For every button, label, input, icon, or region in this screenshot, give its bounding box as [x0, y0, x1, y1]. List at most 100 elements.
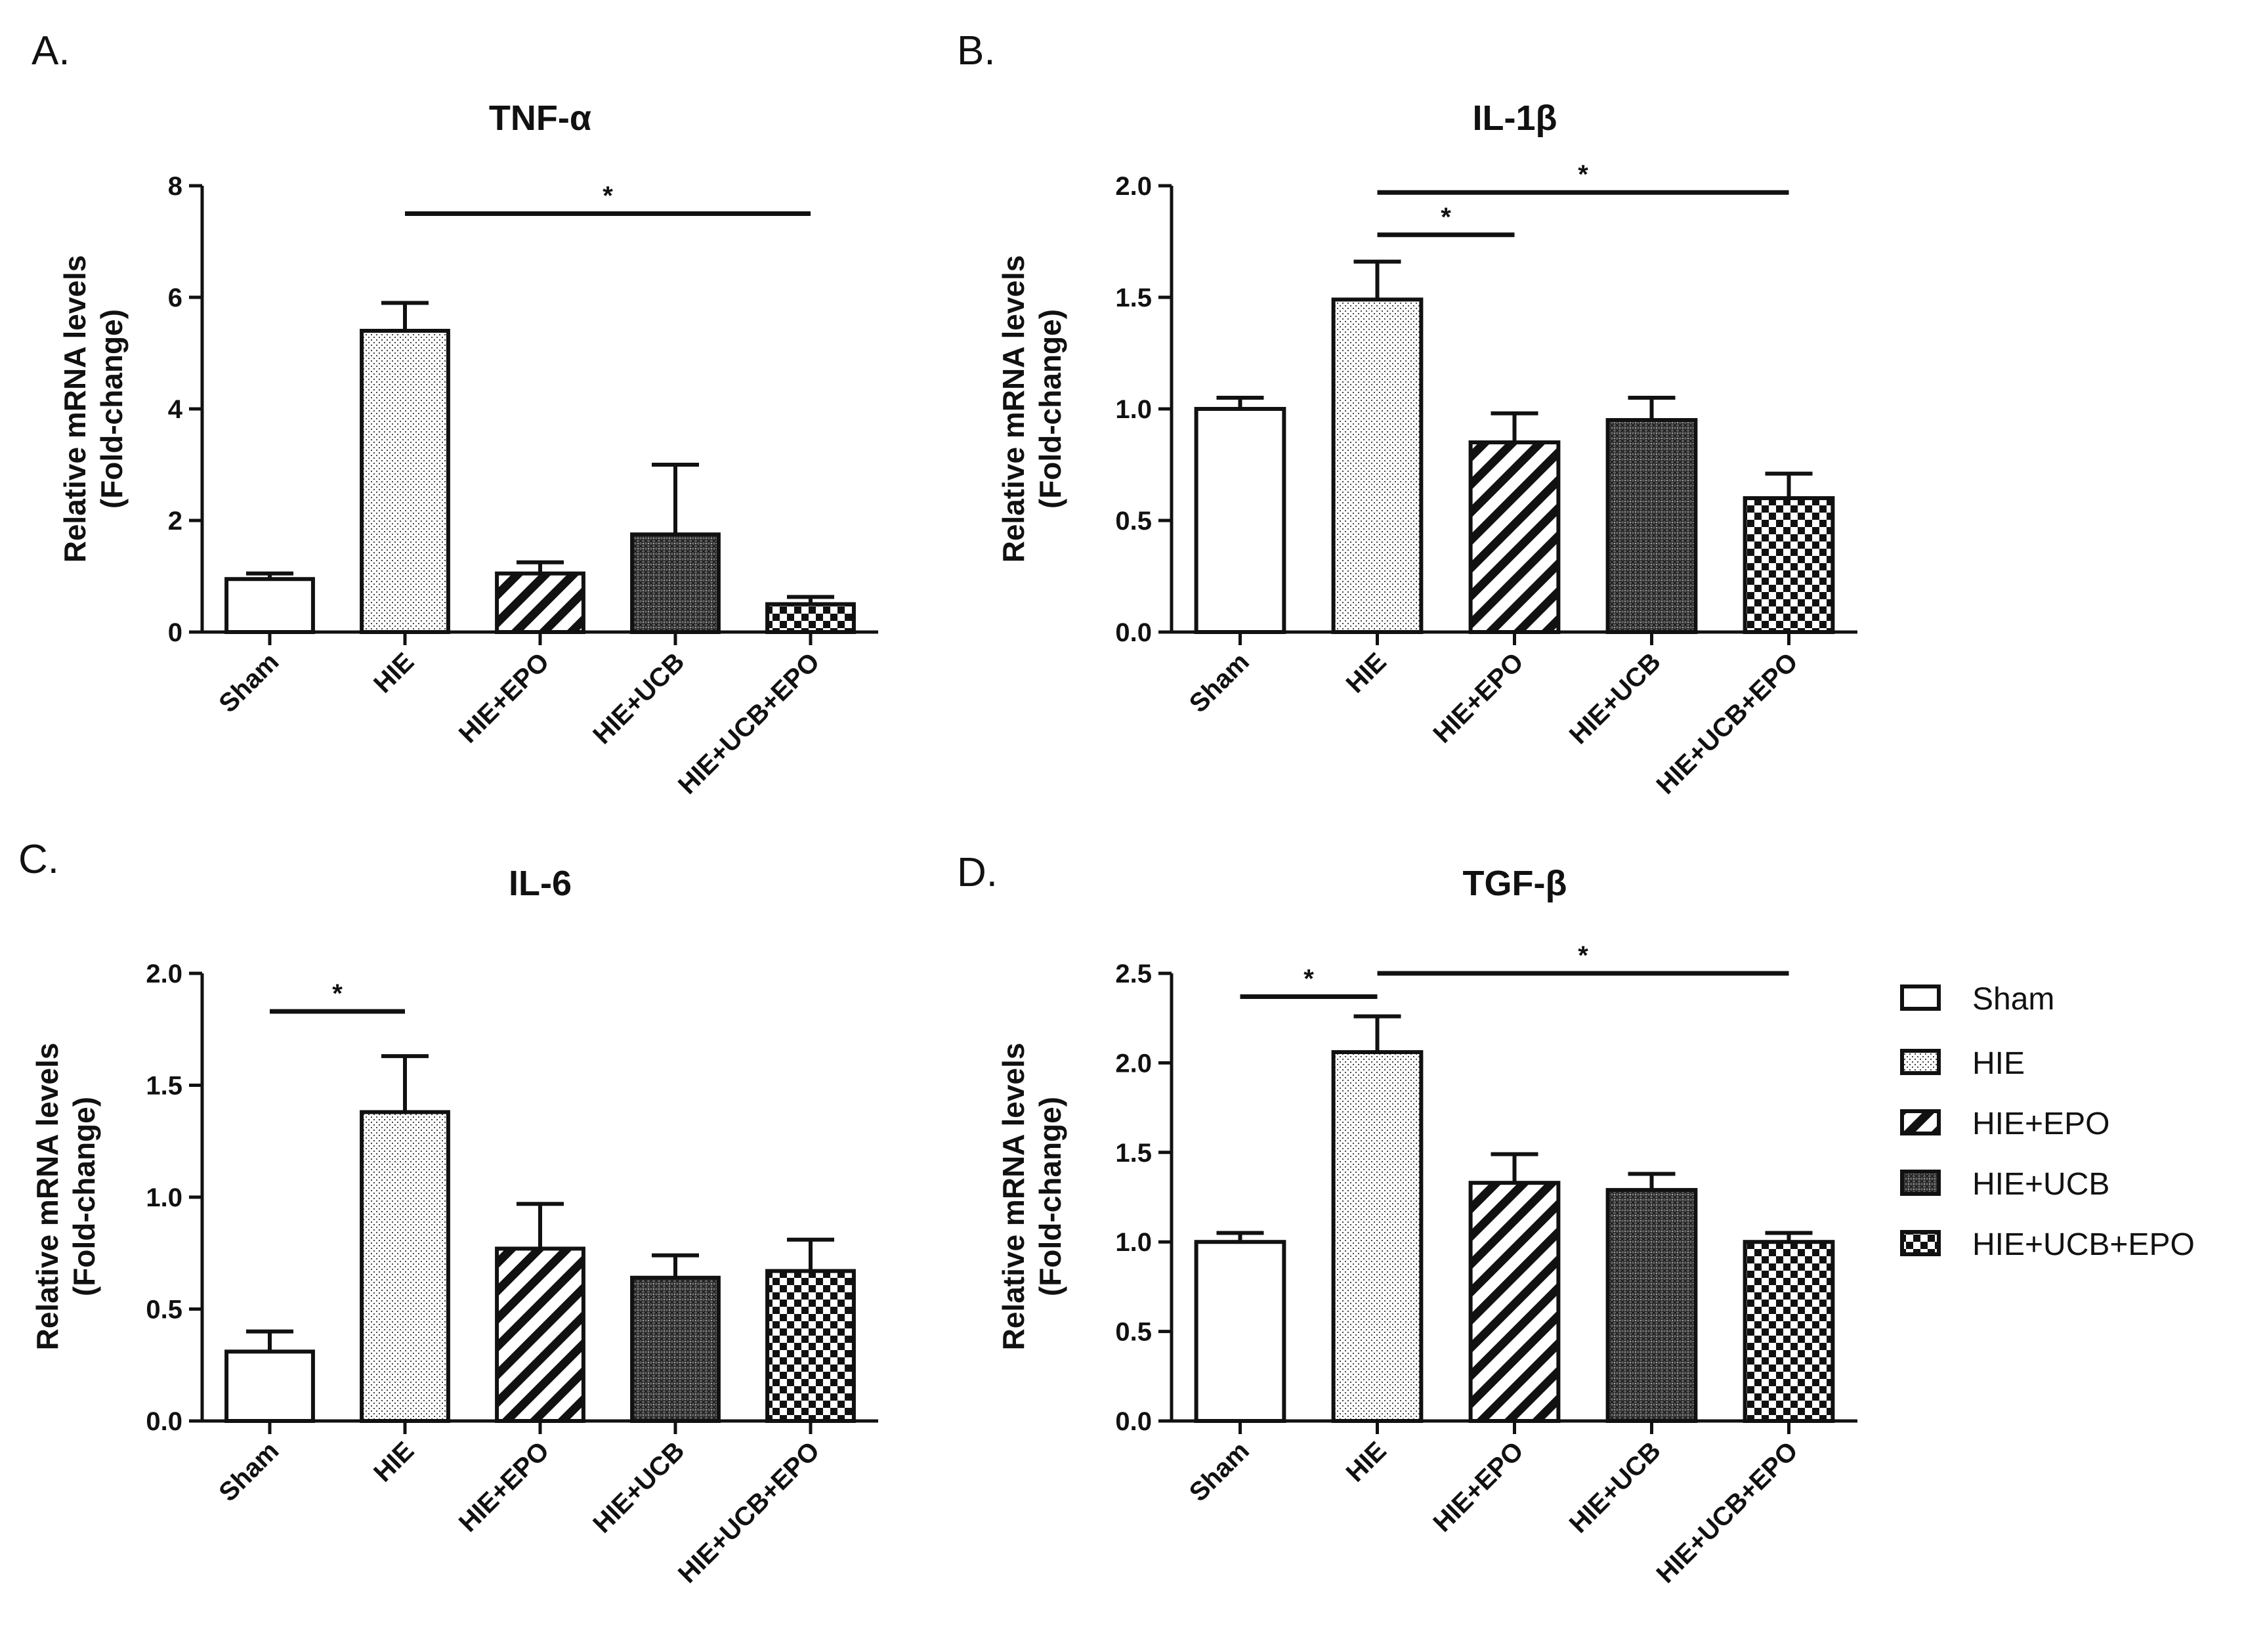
- bar-hie-ucb-epo: [1743, 496, 1835, 634]
- panel-letter-b: B.: [957, 28, 996, 74]
- legend-swatch-hie-ucb-epo: [1900, 1230, 1941, 1256]
- y-axis-label: Relative mRNA levels: [996, 255, 1030, 563]
- y-tick-label: 2.0: [1115, 172, 1152, 201]
- bar-hie: [360, 1110, 450, 1424]
- bar-hie-ucb-epo: [765, 1269, 856, 1424]
- bar-hie-epo: [495, 571, 585, 634]
- x-tick-label-hie-epo: HIE+EPO: [1428, 647, 1529, 749]
- x-tick-label-hie-ucb: HIE+UCB: [587, 1436, 690, 1538]
- y-tick-label: 1.5: [1115, 284, 1152, 312]
- x-tick-label-hie: HIE: [368, 647, 419, 698]
- x-tick-label-hie-epo: HIE+EPO: [454, 1436, 555, 1538]
- y-tick-label: 0.0: [1115, 618, 1152, 647]
- y-tick-label: 1.0: [1115, 395, 1152, 424]
- x-tick-label-hie-ucb-epo: HIE+UCB+EPO: [1651, 647, 1804, 799]
- significance-star: *: [1303, 964, 1314, 993]
- x-tick-label-hie-epo: HIE+EPO: [1428, 1436, 1529, 1538]
- x-tick-label-sham: Sham: [1184, 647, 1255, 718]
- x-tick-label-hie-ucb-epo: HIE+UCB+EPO: [673, 1436, 825, 1588]
- y-tick-label: 0.5: [1115, 507, 1152, 536]
- significance-star: *: [1441, 203, 1451, 232]
- x-tick-label-sham: Sham: [1184, 1436, 1255, 1507]
- bar-hie-ucb: [630, 1275, 721, 1424]
- y-tick-label: 4: [168, 395, 183, 424]
- y-tick-label: 2.5: [1115, 960, 1152, 988]
- panel-letter-a: A.: [32, 28, 70, 74]
- chart-tgf-beta: TGF-β Relative mRNA levels (Fold-change) 0.…: [996, 864, 1857, 1589]
- x-tick-label-hie-ucb: HIE+UCB: [1564, 647, 1666, 750]
- y-tick-label: 1.0: [1115, 1228, 1152, 1257]
- x-tick-label-hie-ucb: HIE+UCB: [587, 647, 690, 750]
- y-tick-label: 0.5: [1115, 1318, 1152, 1347]
- bar-hie-epo: [1468, 1181, 1561, 1424]
- bar-hie-epo: [1468, 440, 1561, 634]
- legend-item-hie: HIE: [1900, 1046, 2025, 1081]
- significance-star: *: [332, 979, 343, 1008]
- bar-sham: [224, 1349, 315, 1424]
- y-tick-label: 0.5: [146, 1296, 182, 1324]
- significance-star: *: [1578, 941, 1588, 970]
- legend-item-hie-ucb-epo: HIE+UCB+EPO: [1900, 1227, 2195, 1262]
- x-tick-label-hie-epo: HIE+EPO: [454, 647, 555, 749]
- chart-il-6: IL-6 Relative mRNA levels (Fold-change) 0.0…: [30, 864, 878, 1589]
- legend-swatch-hie-epo: [1900, 1109, 1941, 1135]
- y-axis-label: (Fold-change): [1033, 309, 1067, 509]
- bar-hie-ucb-epo: [1743, 1240, 1835, 1423]
- x-tick-label-hie-ucb-epo: HIE+UCB+EPO: [673, 647, 825, 799]
- bar-sham: [1194, 407, 1286, 634]
- y-axis-label: (Fold-change): [95, 309, 129, 509]
- bar-hie-ucb: [1605, 418, 1698, 634]
- legend-item-hie-ucb: HIE+UCB: [1900, 1167, 2109, 1202]
- legend-item-hie-epo: HIE+EPO: [1900, 1107, 2109, 1141]
- chart-title: IL-1β: [1473, 98, 1557, 138]
- bar-hie-ucb-epo: [765, 602, 856, 634]
- y-axis-label: Relative mRNA levels: [30, 1043, 64, 1351]
- legend-swatch-hie-ucb: [1900, 1170, 1941, 1196]
- bar-hie-ucb: [630, 532, 721, 634]
- y-tick-label: 2: [168, 507, 182, 536]
- significance-star: *: [1578, 160, 1588, 189]
- x-tick-label-sham: Sham: [213, 647, 284, 718]
- x-tick-label-hie: HIE: [1341, 1436, 1392, 1487]
- y-axis-label: Relative mRNA levels: [996, 1043, 1030, 1351]
- y-tick-label: 1.5: [146, 1072, 182, 1101]
- y-axis-label: (Fold-change): [1033, 1097, 1067, 1296]
- y-tick-label: 6: [168, 284, 182, 312]
- legend-swatch-sham: [1900, 985, 1941, 1011]
- y-tick-label: 1.5: [1115, 1139, 1152, 1168]
- bar-hie-ucb: [1605, 1188, 1698, 1423]
- y-tick-label: 2.0: [1115, 1049, 1152, 1078]
- x-tick-label-hie: HIE: [368, 1436, 419, 1487]
- legend-label-hie: HIE: [1972, 1046, 2025, 1081]
- y-tick-label: 0.0: [146, 1407, 182, 1436]
- x-tick-label-hie-ucb-epo: HIE+UCB+EPO: [1651, 1436, 1804, 1588]
- y-tick-label: 0: [168, 618, 182, 647]
- x-tick-label-hie: HIE: [1341, 647, 1392, 698]
- x-tick-label-sham: Sham: [213, 1436, 284, 1507]
- y-tick-label: 2.0: [146, 960, 182, 988]
- chart-il-1beta: IL-1β Relative mRNA levels (Fold-change) 0.…: [996, 98, 1857, 800]
- chart-title: IL-6: [509, 864, 572, 903]
- legend-label-sham: Sham: [1972, 982, 2054, 1017]
- bar-hie: [1331, 1050, 1424, 1423]
- legend-item-sham: Sham: [1900, 982, 2054, 1017]
- bar-sham: [224, 577, 315, 634]
- chart-title: TNF-α: [489, 98, 591, 138]
- chart-title: TGF-β: [1463, 864, 1567, 903]
- panel-letter-c: C.: [18, 837, 59, 882]
- legend-label-hie-ucb: HIE+UCB: [1972, 1167, 2109, 1202]
- y-axis-label: Relative mRNA levels: [58, 255, 92, 563]
- y-tick-label: 8: [168, 172, 182, 201]
- panel-letter-d: D.: [957, 850, 998, 895]
- legend: Sham HIE HIE+EPO HIE+UCB HIE+UCB+EPO: [1900, 982, 2195, 1262]
- legend-swatch-hie: [1900, 1049, 1941, 1075]
- y-tick-label: 1.0: [146, 1183, 182, 1212]
- y-axis-label: (Fold-change): [67, 1097, 101, 1296]
- y-tick-label: 0.0: [1115, 1407, 1152, 1436]
- significance-star: *: [603, 182, 613, 211]
- bar-sham: [1194, 1240, 1286, 1423]
- legend-label-hie-epo: HIE+EPO: [1972, 1107, 2109, 1141]
- legend-label-hie-ucb-epo: HIE+UCB+EPO: [1972, 1227, 2195, 1262]
- x-tick-label-hie-ucb: HIE+UCB: [1564, 1436, 1666, 1538]
